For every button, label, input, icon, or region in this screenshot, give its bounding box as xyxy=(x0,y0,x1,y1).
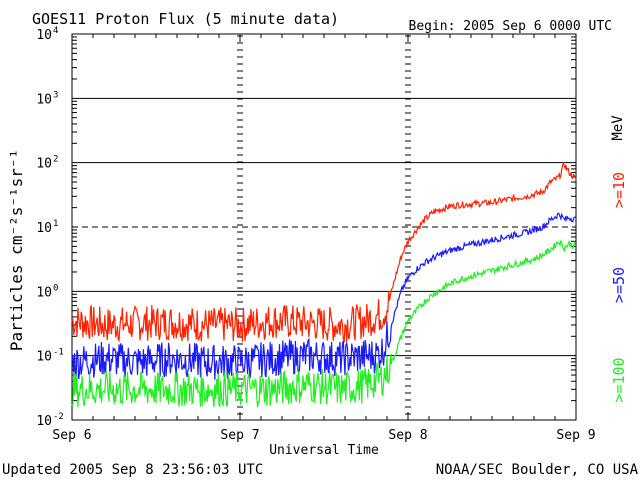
y-tick-label: 10 4 xyxy=(36,26,58,43)
y-tick-label: 10 0 xyxy=(36,283,58,300)
x-tick-label: Sep 6 xyxy=(52,428,91,443)
energy-unit-label: MeV xyxy=(610,115,626,141)
credit-label: NOAA/SEC Boulder, CO USA xyxy=(436,462,639,478)
y-tick-exponent: 4 xyxy=(53,26,58,36)
y-tick-exponent: 3 xyxy=(53,90,58,100)
y-tick-base: 10 xyxy=(36,157,52,172)
y-tick-label: 10 -2 xyxy=(36,412,64,429)
y-tick-base: 10 xyxy=(36,221,52,236)
y-tick-base: 10 xyxy=(36,414,52,429)
updated-timestamp: Updated 2005 Sep 8 23:56:03 UTC xyxy=(2,462,263,478)
series-layer xyxy=(71,161,577,409)
y-tick-exponent: 1 xyxy=(53,219,58,229)
x-tick-labels: Sep 6 Sep 7 Sep 8 Sep 9 xyxy=(52,428,595,443)
x-tick-label: Sep 9 xyxy=(556,428,595,443)
y-tick-base: 10 xyxy=(36,92,52,107)
y-tick-base: 10 xyxy=(36,285,52,300)
x-tick-label: Sep 7 xyxy=(220,428,259,443)
y-tick-base: 10 xyxy=(36,28,52,43)
x-axis-label: Universal Time xyxy=(269,443,379,458)
legend-entry-ge10: >=10 xyxy=(610,172,628,208)
series-line-ge50 xyxy=(71,212,577,380)
x-tick-label: Sep 8 xyxy=(388,428,427,443)
legend: >=10 >=50 >=100 xyxy=(610,172,628,403)
legend-entry-ge50: >=50 xyxy=(610,267,628,303)
series-line-ge100 xyxy=(71,239,577,409)
y-tick-exponent: -2 xyxy=(53,412,64,422)
y-tick-exponent: 0 xyxy=(53,283,58,293)
y-tick-label: 10 2 xyxy=(36,155,58,172)
begin-label: Begin: 2005 Sep 6 0000 UTC xyxy=(409,19,613,34)
series-line-ge10 xyxy=(71,161,577,343)
y-tick-exponent: -1 xyxy=(53,348,64,358)
y-tick-base: 10 xyxy=(36,350,52,365)
y-tick-label: 10 3 xyxy=(36,90,58,107)
y-tick-exponent: 2 xyxy=(53,155,58,165)
y-tick-label: 10 1 xyxy=(36,219,58,236)
y-axis-label: Particles cm⁻²s⁻¹sr⁻¹ xyxy=(7,149,26,351)
legend-entry-ge100: >=100 xyxy=(610,357,628,402)
chart-title: GOES11 Proton Flux (5 minute data) xyxy=(32,10,339,28)
y-tick-label: 10 -1 xyxy=(36,348,64,365)
